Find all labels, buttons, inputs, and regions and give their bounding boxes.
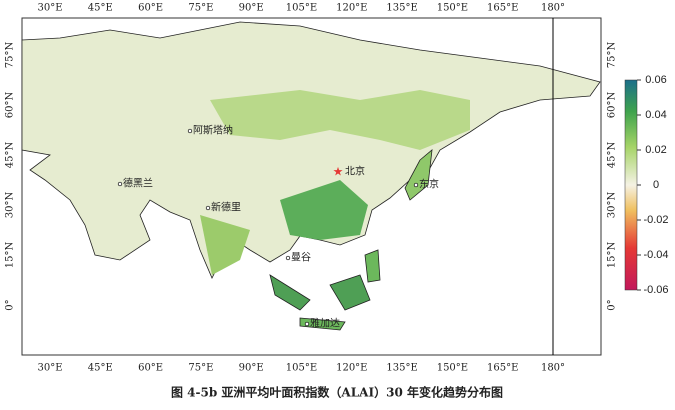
colorbar-tick-label: -0.06: [643, 284, 668, 296]
lon-label: 90°E: [239, 3, 264, 14]
city-label: 雅加达: [310, 317, 340, 330]
lon-label: 105°E: [286, 363, 317, 374]
lon-label: 135°E: [386, 3, 417, 14]
lon-label: 45°E: [88, 3, 113, 14]
city-label: 阿斯塔纳: [193, 124, 233, 137]
lat-label: 75°N: [5, 42, 16, 69]
city-dot: [304, 321, 310, 327]
city-dot: [413, 182, 419, 188]
lon-label: 180°: [541, 363, 565, 374]
city-label: 德黑兰: [123, 177, 153, 190]
lat-label: 30°N: [607, 192, 618, 219]
colorbar: [624, 79, 638, 291]
city-label: 新德里: [211, 201, 241, 214]
lat-label: 15°N: [5, 242, 16, 269]
colorbar-tick-label: 0.04: [645, 109, 666, 121]
colorbar-tick-label: -0.02: [643, 214, 668, 226]
lon-label: 135°E: [386, 363, 417, 374]
lat-label: 0°: [607, 299, 618, 310]
city-dot: [285, 255, 291, 261]
lat-label: 15°N: [607, 242, 618, 269]
lon-label: 105°E: [286, 3, 317, 14]
city-label: 北京: [345, 165, 365, 178]
colorbar-tick-label: 0.06: [645, 74, 666, 86]
lon-label: 180°: [541, 3, 565, 14]
lat-label: 75°N: [607, 42, 618, 69]
lat-label: 45°N: [607, 142, 618, 169]
lat-label: 0°: [5, 299, 16, 310]
city-label: 东京: [419, 178, 439, 191]
city-dot: [187, 128, 193, 134]
city-dot: [205, 205, 211, 211]
lon-label: 90°E: [239, 363, 264, 374]
colorbar-tick-label: -0.04: [643, 249, 668, 261]
lon-label: 60°E: [138, 363, 163, 374]
city-label: 曼谷: [291, 252, 311, 264]
lat-label: 30°N: [5, 192, 16, 219]
caption: 图 4-5b 亚洲平均叶面积指数（ALAI）30 年变化趋势分布图: [171, 385, 503, 400]
land: [21, 21, 601, 331]
lon-label: 150°E: [437, 3, 468, 14]
lon-label: 30°E: [37, 3, 62, 14]
lon-label: 165°E: [487, 3, 518, 14]
lon-label: 120°E: [336, 363, 367, 374]
lon-label: 75°E: [188, 3, 213, 14]
capital-star: ★: [333, 165, 344, 179]
lon-label: 30°E: [37, 363, 62, 374]
lon-label: 60°E: [138, 3, 163, 14]
lon-label: 75°E: [188, 363, 213, 374]
lon-label: 150°E: [437, 363, 468, 374]
lat-label: 45°N: [5, 142, 16, 169]
lat-label: 60°N: [5, 92, 16, 119]
colorbar-tick-label: 0: [653, 179, 659, 191]
lat-label: 60°N: [607, 92, 618, 119]
lon-label: 120°E: [336, 3, 367, 14]
city-dot: [117, 181, 123, 187]
lon-label: 45°E: [88, 363, 113, 374]
colorbar-tick-label: 0.02: [645, 144, 666, 156]
lon-label: 165°E: [487, 363, 518, 374]
